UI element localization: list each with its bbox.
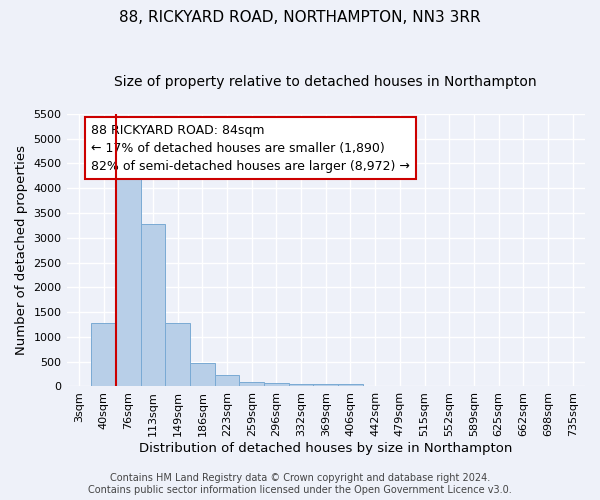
Bar [165, 323, 190, 386]
Y-axis label: Number of detached properties: Number of detached properties [15, 145, 28, 355]
Text: Contains HM Land Registry data © Crown copyright and database right 2024.
Contai: Contains HM Land Registry data © Crown c… [88, 474, 512, 495]
Bar [116, 171, 140, 386]
Bar [215, 375, 239, 386]
Bar [313, 384, 338, 386]
Bar [239, 382, 264, 386]
X-axis label: Distribution of detached houses by size in Northampton: Distribution of detached houses by size … [139, 442, 512, 455]
Bar [264, 382, 289, 386]
Text: 88 RICKYARD ROAD: 84sqm
← 17% of detached houses are smaller (1,890)
82% of semi: 88 RICKYARD ROAD: 84sqm ← 17% of detache… [91, 124, 410, 172]
Bar [289, 384, 313, 386]
Bar [91, 323, 116, 386]
Text: 88, RICKYARD ROAD, NORTHAMPTON, NN3 3RR: 88, RICKYARD ROAD, NORTHAMPTON, NN3 3RR [119, 10, 481, 25]
Bar [140, 224, 165, 386]
Bar [190, 362, 215, 386]
Title: Size of property relative to detached houses in Northampton: Size of property relative to detached ho… [115, 75, 537, 89]
Bar [338, 384, 363, 386]
